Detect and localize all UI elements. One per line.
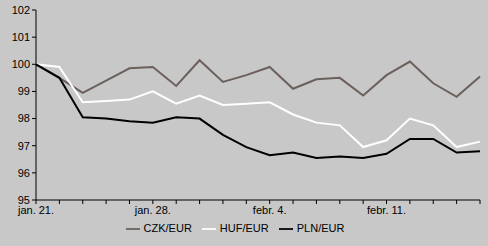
svg-text:102: 102 bbox=[12, 4, 30, 16]
svg-text:jan. 21.: jan. 21. bbox=[18, 203, 54, 216]
svg-text:100: 100 bbox=[12, 58, 30, 70]
svg-text:95: 95 bbox=[18, 194, 30, 206]
svg-text:febr. 11.: febr. 11. bbox=[367, 204, 406, 216]
svg-text:98: 98 bbox=[18, 112, 30, 124]
svg-text:99: 99 bbox=[18, 85, 30, 97]
svg-text:97: 97 bbox=[18, 140, 30, 152]
html-text:PLN/EUR: PLN/EUR bbox=[296, 222, 345, 234]
svg-text:101: 101 bbox=[12, 31, 30, 43]
svg-text:jan. 28.: jan. 28. bbox=[134, 204, 171, 216]
svg-text:febr. 4.: febr. 4. bbox=[253, 204, 287, 216]
html-text:CZK/EUR: CZK/EUR bbox=[143, 222, 192, 234]
svg-text:96: 96 bbox=[18, 167, 30, 179]
html-text:HUF/EUR: HUF/EUR bbox=[219, 222, 269, 234]
